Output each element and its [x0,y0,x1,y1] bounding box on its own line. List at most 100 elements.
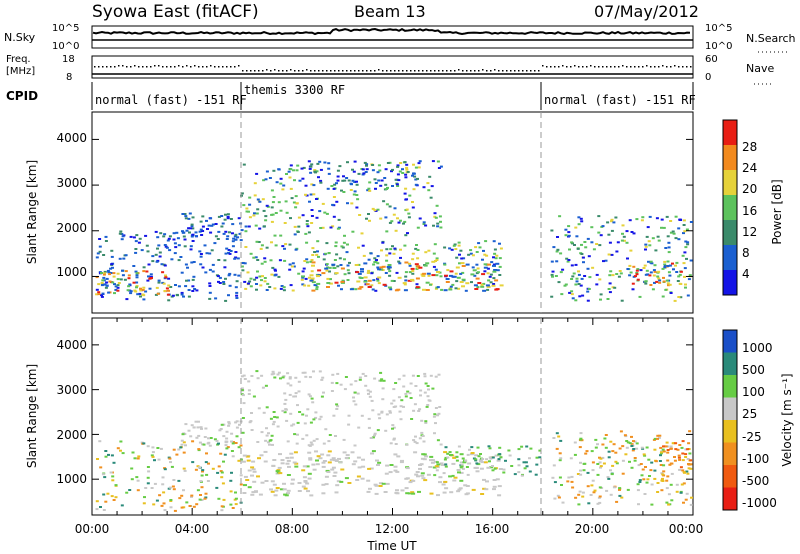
power-cell [663,265,667,267]
power-cell [308,200,311,203]
power-cell [226,217,230,220]
power-cell [557,281,561,284]
velocity-cell [235,435,239,438]
velocity-cell [604,446,608,449]
freq-dot [438,70,440,72]
velocity-cell [392,388,396,391]
velocity-cell [234,421,238,424]
velocity-cell [465,466,469,468]
power-cell [392,213,396,216]
velocity-cell [309,494,314,497]
power-cell [220,215,224,217]
power-cell [498,265,502,268]
freq-dot [426,70,428,72]
velocity-cell [418,437,422,440]
power-cell [660,218,664,221]
velocity-cell [146,476,150,479]
power-cell [482,249,485,252]
velocity-cell [162,502,166,505]
power-cell [270,241,273,244]
power-cell [434,287,438,290]
power-cell [240,265,244,268]
power-cell [340,267,345,270]
power-cell [648,215,652,218]
power-cell [167,237,171,240]
velocity-cbar-tick-500: 500 [742,363,765,377]
velocity-cell [497,494,502,497]
power-cell [581,256,585,259]
power-cell [260,262,264,265]
power-cell [261,198,265,201]
power-cell [156,236,160,239]
power-cell [304,184,308,187]
velocity-cell [306,408,310,411]
power-cell [373,257,377,260]
power-cell [242,163,246,166]
power-cell [398,262,402,265]
velocity-cell [389,464,394,466]
power-cell [397,179,401,182]
power-cell [351,230,355,233]
velocity-cell [308,457,313,460]
velocity-cell [673,456,676,458]
power-colorbar: 4 8 12 16 20 24 28 Power [dB] [722,119,784,296]
velocity-cell [660,472,664,475]
velocity-cell [609,469,612,472]
velocity-cell [368,395,372,398]
velocity-cell [637,503,640,506]
power-cell [265,170,269,173]
power-cell [580,253,584,255]
power-cell [142,286,146,289]
power-cell [277,275,281,278]
power-cell [180,291,184,294]
velocity-cell [352,400,356,403]
power-cell [110,263,114,266]
power-cell [340,189,343,192]
power-cell [319,179,323,182]
power-cell [224,277,227,280]
velocity-cell [434,465,439,468]
power-cell [353,181,357,183]
velocity-cell [293,451,298,454]
power-cell [278,259,282,262]
velocity-cell [260,374,264,377]
velocity-cell [654,460,658,463]
power-cell [134,270,138,273]
power-cell [327,172,331,175]
power-cell [304,193,307,196]
power-cell [379,184,383,187]
power-cell [365,163,369,166]
freq-dot [122,65,124,67]
velocity-cell [169,506,173,509]
velocity-cell [684,453,688,456]
velocity-cell [601,443,605,446]
power-cell [145,270,149,273]
power-cell [440,288,444,291]
power-cell [429,283,432,286]
velocity-cell [427,399,431,402]
velocity-cell [361,372,365,375]
velocity-cell [285,456,290,459]
velocity-cell [189,435,193,438]
power-cell [412,172,416,175]
velocity-cell [272,483,277,486]
velocity-cell [286,372,290,375]
power-cell [98,238,102,240]
velocity-cell [318,370,322,373]
power-cell [255,283,258,285]
power-cell [656,235,660,238]
power-cell [343,258,346,261]
power-cell [129,290,133,293]
power-cell [467,253,471,256]
freq-dot [166,66,168,68]
power-cell [407,212,411,215]
power-cell [373,178,377,181]
power-cell [249,285,253,288]
power-cell [622,239,626,242]
power-cell [387,266,392,269]
velocity-cell [656,482,660,484]
power-cell [273,268,277,271]
power-cell [313,284,318,287]
freq-dot [222,66,224,68]
power-cell [188,212,192,215]
